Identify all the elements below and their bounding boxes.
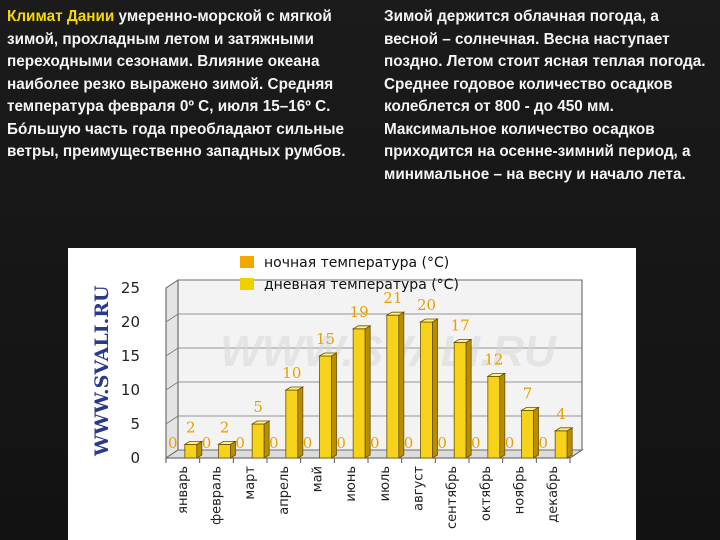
day-temp-bar-top: [553, 427, 574, 432]
category-label: июнь: [344, 466, 359, 502]
night-value-label: 0: [269, 434, 279, 452]
right-paragraph: Зимой держится облачная погода, а весной…: [384, 8, 706, 183]
day-temp-bar-top: [351, 325, 372, 330]
y-tick-label: 0: [130, 449, 140, 467]
day-temp-bar: [251, 423, 265, 459]
day-temp-bar-top: [419, 318, 439, 323]
day-temp-bar: [184, 443, 198, 459]
day-temp-bar: [420, 321, 433, 459]
day-temp-bar-top: [284, 386, 305, 391]
day-value-label: 21: [383, 289, 402, 307]
day-value-label: 19: [350, 303, 369, 321]
night-value-label: 0: [336, 434, 346, 452]
day-temp-bar-top: [520, 406, 540, 411]
category-label: сентябрь: [445, 466, 460, 529]
day-temp-bar-top: [217, 440, 237, 445]
night-value-label: 0: [202, 434, 212, 452]
y-tick-label: 15: [121, 347, 140, 365]
day-temp-bar-top: [385, 311, 406, 316]
category-label: ноябрь: [513, 466, 528, 514]
day-value-label: 7: [523, 384, 533, 402]
gridline: [165, 449, 582, 459]
day-value-label: 2: [186, 418, 196, 436]
night-value-label: 0: [235, 434, 245, 452]
gridline: [165, 415, 582, 425]
night-value-label: 0: [471, 434, 481, 452]
day-temp-bar-side: [566, 427, 573, 459]
day-temp-bar: [554, 430, 568, 459]
category-label: июль: [378, 466, 393, 501]
day-value-label: 10: [282, 364, 301, 382]
night-value-label: 0: [538, 434, 548, 452]
day-value-label: 20: [417, 296, 436, 314]
y-tick-label: 5: [130, 415, 140, 433]
watermark-side: WWW.SVALI.RU: [91, 285, 113, 457]
right-text-column: Зимой держится облачная погода, а весной…: [384, 6, 716, 186]
night-value-label: 0: [404, 434, 414, 452]
gridline: [165, 381, 582, 391]
day-temp-bar: [285, 389, 299, 459]
night-value-label: 0: [505, 434, 515, 452]
y-tick-label: 25: [121, 279, 140, 297]
category-label: март: [243, 466, 258, 500]
day-temp-bar-top: [452, 339, 473, 343]
day-value-label: 15: [316, 330, 335, 348]
night-value-label: 0: [303, 434, 313, 452]
legend-swatch: [240, 256, 254, 268]
gridline: [165, 279, 582, 289]
category-label: май: [311, 466, 326, 492]
category-label: февраль: [210, 466, 225, 525]
category-label: апрель: [277, 466, 292, 515]
day-temp-bar-top: [318, 352, 338, 357]
left-text-column: Климат Дании умеренно-морской с мягкой з…: [7, 6, 369, 164]
day-temp-bar: [352, 328, 366, 459]
day-temp-bar: [487, 375, 501, 459]
day-value-label: 4: [556, 405, 566, 423]
category-label: декабрь: [546, 466, 561, 523]
day-temp-bar: [319, 355, 332, 459]
temperature-chart: 0510152025WWW.SVALI.RUWWW.SVALI.RUночная…: [68, 248, 636, 540]
day-temp-bar: [521, 409, 534, 459]
legend-label: ночная температура (°C): [264, 255, 449, 271]
category-label: январь: [176, 466, 191, 514]
day-temp-bar-top: [183, 440, 204, 445]
day-value-label: 12: [484, 350, 503, 368]
day-temp-bar-top: [250, 420, 271, 425]
night-value-label: 0: [370, 434, 380, 452]
chart-side-wall: [165, 279, 179, 459]
night-value-label: 0: [168, 434, 178, 452]
category-label: август: [412, 466, 427, 511]
legend-swatch: [240, 278, 254, 290]
day-value-label: 17: [451, 316, 470, 334]
left-paragraph: умеренно-морской с мягкой зимой, прохлад…: [7, 8, 346, 160]
legend-label: дневная температура (°C): [264, 277, 459, 293]
day-value-label: 5: [253, 398, 263, 416]
gridline: [165, 313, 582, 323]
night-value-label: 0: [437, 434, 447, 452]
day-value-label: 2: [220, 418, 230, 436]
gridline: [165, 347, 582, 357]
chart-svg: 0510152025WWW.SVALI.RUWWW.SVALI.RUночная…: [91, 255, 584, 529]
day-temp-bar-top: [486, 373, 507, 377]
category-label: октябрь: [479, 466, 494, 521]
day-temp-bar: [386, 314, 400, 459]
y-tick-label: 20: [121, 313, 140, 331]
day-temp-bar: [453, 342, 467, 459]
day-temp-bar: [218, 443, 231, 459]
climate-heading: Климат Дании: [7, 8, 115, 25]
y-tick-label: 10: [121, 381, 140, 399]
